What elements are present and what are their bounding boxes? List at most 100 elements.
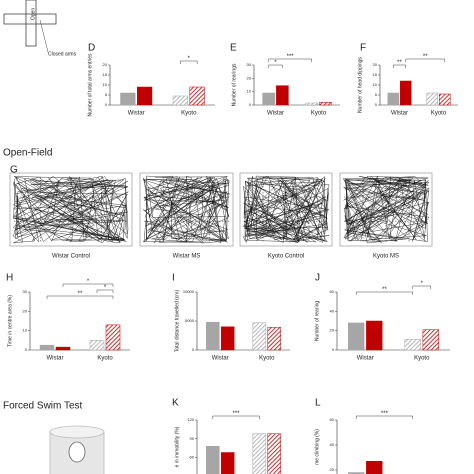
y-axis-label: Time in centre area (%) <box>7 295 13 347</box>
significance-label: * <box>274 60 277 66</box>
track-path <box>12 175 129 244</box>
y-tick-label: 5 <box>375 92 378 97</box>
bar <box>120 92 136 106</box>
y-tick-label: 120 <box>187 417 194 422</box>
bar <box>262 92 275 106</box>
panel-letter: G <box>10 165 18 176</box>
y-tick-label: 0 <box>25 347 28 352</box>
bar <box>319 102 332 106</box>
panel-letter: J <box>315 273 320 284</box>
significance-bracket <box>355 415 413 419</box>
y-tick-label: 30 <box>247 62 252 67</box>
bar <box>400 80 412 106</box>
y-tick-label: 60 <box>190 455 195 460</box>
x-tick-label: Wistar <box>212 356 229 362</box>
significance-bracket <box>180 60 198 64</box>
y-tick-label: 60 <box>330 417 335 422</box>
swim-cylinder <box>49 425 105 474</box>
y-tick-label: 0 <box>192 347 195 352</box>
y-tick-label: 20 <box>330 467 335 472</box>
maze-diagram <box>3 0 57 47</box>
y-tick-label: 20 <box>373 62 378 67</box>
y-tick-label: 0 <box>332 347 335 352</box>
y-tick-label: 30 <box>23 289 28 294</box>
bar <box>55 346 71 351</box>
significance-label: * <box>421 281 424 287</box>
bar <box>220 452 235 474</box>
maze-label: Open <box>30 8 36 20</box>
y-tick-label: 40 <box>330 308 335 313</box>
panel-letter: K <box>172 398 179 409</box>
x-tick-label: Kyoto <box>311 111 327 117</box>
y-axis-label: Number of rearing <box>314 301 320 342</box>
track-label: Wistar MS <box>173 254 201 260</box>
bar <box>422 329 439 351</box>
bar <box>305 102 318 106</box>
section-title: Open-Field <box>3 148 52 159</box>
track-label: Kyoto MS <box>373 254 399 260</box>
maze-label: Closed arms <box>48 51 77 57</box>
significance-label: ** <box>423 54 428 60</box>
panel-letter: E <box>230 43 237 54</box>
bar <box>348 322 365 351</box>
y-tick-label: 15 <box>103 72 108 77</box>
track-path <box>343 175 430 244</box>
y-tick-label: 20 <box>103 62 108 67</box>
y-axis-label: me climbing (%) <box>314 429 320 465</box>
panel-letter: H <box>6 273 13 284</box>
significance-bracket <box>62 283 114 287</box>
bar <box>404 339 421 351</box>
bar <box>39 344 55 351</box>
y-tick-label: 5000 <box>185 318 195 323</box>
x-tick-label: Wistar <box>47 356 64 362</box>
y-axis-label: Number of total arms entries <box>87 53 93 117</box>
significance-bracket <box>46 295 114 299</box>
x-tick-label: Kyoto <box>431 111 447 117</box>
bar <box>252 322 267 351</box>
section-title: Forced Swim Test <box>3 401 83 412</box>
maze-pointer <box>39 19 49 53</box>
bar <box>137 86 153 106</box>
y-tick-label: 0 <box>375 102 378 107</box>
bar <box>206 446 220 474</box>
y-tick-label: 10 <box>373 82 378 87</box>
y-tick-label: 40 <box>330 442 335 447</box>
significance-label: * <box>188 56 191 62</box>
panel-letter: L <box>315 398 321 409</box>
bar <box>366 320 383 351</box>
bar <box>172 95 188 106</box>
significance-bracket <box>268 58 312 62</box>
significance-label: ** <box>78 291 83 297</box>
bar <box>252 433 267 474</box>
x-tick-label: Kyoto <box>97 356 113 362</box>
x-tick-label: Wistar <box>128 111 145 117</box>
significance-label: *** <box>287 54 295 60</box>
x-tick-label: Wistar <box>357 356 374 362</box>
x-tick-label: Wistar <box>267 111 284 117</box>
significance-label: * <box>104 285 107 291</box>
significance-label: *** <box>381 411 389 417</box>
x-tick-label: Kyoto <box>181 111 197 117</box>
track-label: Wistar Control <box>52 254 90 260</box>
y-tick-label: 15 <box>373 72 378 77</box>
panel-letter: D <box>88 43 95 54</box>
significance-bracket <box>355 291 413 295</box>
y-axis-label: Total distance travelled (cm) <box>174 290 180 353</box>
significance-bracket <box>96 289 114 293</box>
panel-letter: I <box>172 273 175 284</box>
significance-label: *** <box>233 411 241 417</box>
bar <box>387 92 399 106</box>
significance-label: ** <box>382 287 387 293</box>
significance-bracket <box>405 58 445 62</box>
bar <box>89 340 105 351</box>
y-tick-label: 20 <box>23 308 28 313</box>
x-tick-label: Kyoto <box>414 356 430 362</box>
bar <box>189 86 205 106</box>
bar <box>105 324 121 351</box>
bar <box>439 93 451 106</box>
y-tick-label: 10 <box>23 328 28 333</box>
bar <box>267 433 281 474</box>
bar <box>206 321 220 351</box>
